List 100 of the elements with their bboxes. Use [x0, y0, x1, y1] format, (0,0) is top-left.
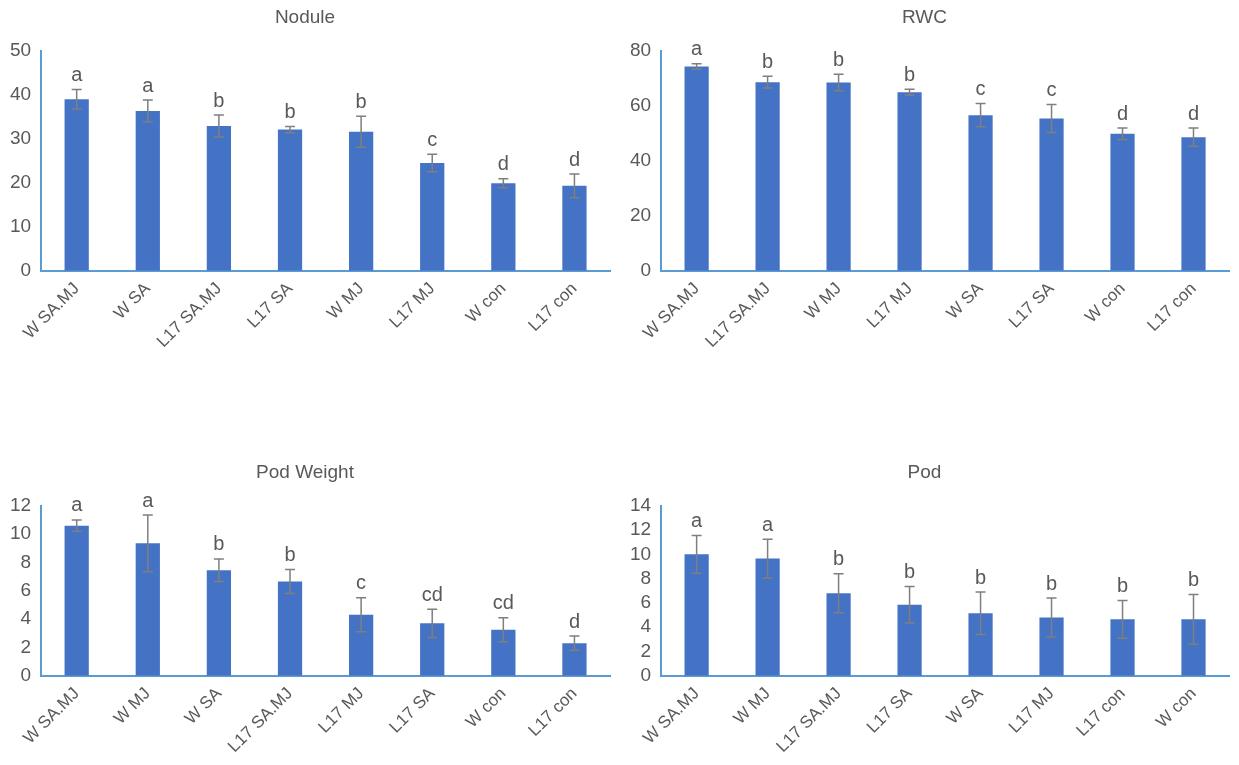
annotation: b	[1116, 574, 1129, 597]
y-tick-label: 80	[629, 39, 652, 61]
y-tick-label: 6	[640, 591, 652, 613]
bar	[897, 604, 922, 676]
bar	[135, 111, 160, 271]
bar	[897, 92, 922, 271]
y-tick-label: 2	[640, 639, 652, 661]
bar	[491, 183, 516, 271]
bar	[562, 643, 587, 676]
annotation: b	[904, 560, 916, 583]
bar	[277, 581, 303, 676]
bar	[206, 126, 232, 271]
bar	[420, 162, 445, 271]
bar	[277, 129, 303, 271]
x-tick-label: W MJ	[729, 683, 774, 728]
bar	[1039, 118, 1064, 271]
annotation: b	[213, 532, 225, 555]
annotation: a	[691, 37, 704, 60]
bar	[420, 623, 445, 676]
y-tick-label: 40	[9, 83, 32, 105]
annotation: b	[833, 47, 845, 70]
annotation: d	[1187, 101, 1200, 124]
x-tick-label: L17 con	[1143, 278, 1200, 335]
annotation: b	[284, 543, 296, 566]
x-tick-label: L17 MJ	[1004, 683, 1058, 737]
y-tick-label: 0	[20, 259, 32, 281]
y-tick-label: 20	[9, 171, 32, 193]
bar	[755, 558, 780, 676]
annotation: b	[1045, 571, 1058, 594]
y-tick-label: 10	[9, 522, 32, 544]
x-tick-label: L17 con	[524, 278, 581, 335]
y-tick-label: 20	[629, 204, 652, 226]
annotation: cd	[421, 582, 443, 605]
chart-title: Pod Weight	[256, 460, 355, 482]
chart-title: RWC	[901, 5, 948, 27]
x-tick-label: L17 con	[524, 683, 581, 740]
y-tick-label: 0	[640, 259, 652, 281]
chart-title: Pod	[907, 460, 942, 482]
bar	[968, 115, 993, 271]
annotation: b	[975, 565, 987, 588]
chart-title: Nodule	[274, 5, 336, 27]
annotation: c	[975, 77, 986, 100]
bar	[1110, 133, 1135, 271]
annotation: cd	[492, 591, 514, 614]
bar	[968, 613, 993, 676]
bar	[64, 99, 89, 271]
x-tick-label: L17 SA	[862, 683, 917, 737]
x-tick-label: W SA	[180, 683, 226, 728]
x-tick-label: L17 con	[1072, 683, 1129, 740]
annotation: b	[904, 62, 916, 85]
bar	[491, 629, 516, 676]
bar	[206, 570, 232, 676]
y-tick-label: 30	[9, 127, 32, 149]
y-tick-label: 0	[20, 664, 32, 686]
annotation: b	[284, 99, 296, 122]
y-tick-label: 4	[640, 615, 652, 637]
annotation: d	[568, 147, 581, 170]
bar	[826, 82, 851, 271]
annotation: c	[427, 127, 438, 150]
bar	[755, 82, 780, 271]
bar	[64, 525, 89, 676]
x-tick-label: L17 SA	[243, 278, 297, 332]
y-tick-label: 12	[629, 518, 652, 540]
annotation: b	[1187, 567, 1200, 590]
y-tick-label: 10	[9, 215, 32, 237]
x-tick-label: L17 MJ	[862, 278, 916, 332]
annotation: c	[1046, 77, 1057, 100]
y-tick-label: 14	[629, 494, 652, 516]
x-tick-label: W SA	[109, 278, 155, 323]
bar	[1181, 619, 1206, 676]
annotation: a	[691, 509, 704, 532]
annotation: b	[833, 547, 845, 570]
annotation: d	[497, 152, 509, 175]
x-tick-label: W SA	[942, 683, 988, 728]
bar	[135, 543, 160, 676]
annotation: a	[142, 488, 155, 511]
annotation: b	[762, 49, 774, 72]
annotation: a	[71, 493, 84, 516]
annotation: d	[1116, 101, 1129, 124]
x-tick-label: L17 SA	[385, 683, 439, 737]
annotation: b	[355, 89, 367, 112]
y-tick-label: 12	[9, 494, 32, 516]
annotation: a	[71, 63, 84, 86]
y-tick-label: 50	[9, 39, 32, 61]
annotation: d	[568, 609, 581, 632]
x-tick-label: W MJ	[109, 683, 154, 728]
bar	[1110, 619, 1135, 676]
bar	[1039, 617, 1064, 676]
x-tick-label: W con	[461, 278, 510, 327]
bar	[1181, 137, 1206, 271]
annotation: c	[356, 571, 367, 594]
y-tick-label: 8	[640, 566, 652, 588]
x-tick-label: W MJ	[323, 278, 368, 323]
bar	[826, 593, 851, 676]
x-tick-label: L17 MJ	[314, 683, 368, 737]
bar	[684, 66, 709, 271]
x-tick-label: L17 MJ	[385, 278, 439, 332]
y-tick-label: 4	[20, 607, 32, 629]
x-tick-label: L17 SA	[1004, 278, 1059, 332]
y-tick-label: 8	[20, 550, 32, 572]
